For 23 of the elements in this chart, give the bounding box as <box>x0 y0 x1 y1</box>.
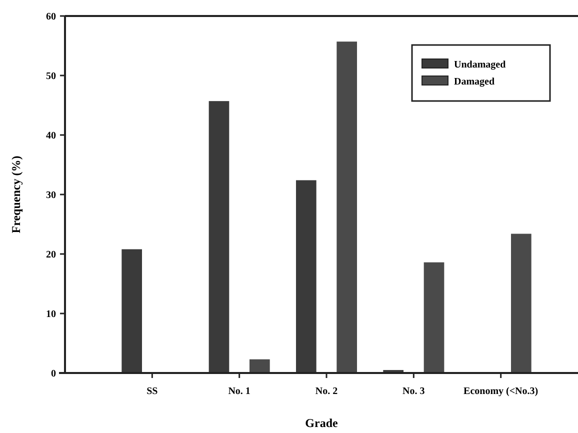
y-tick-label: 30 <box>46 190 56 201</box>
y-tick-label: 60 <box>46 12 56 22</box>
y-tick-label: 0 <box>51 368 56 380</box>
y-tick-label: 20 <box>46 250 56 260</box>
bar <box>424 262 444 373</box>
bar <box>296 180 316 373</box>
bar <box>208 101 230 373</box>
legend-label: Undamaged <box>454 60 506 70</box>
legend-label: Damaged <box>454 76 495 88</box>
x-tick-label: No. 3 <box>402 386 425 397</box>
y-tick-label: 40 <box>46 130 56 142</box>
x-axis-title: Grade <box>305 416 338 430</box>
bar <box>250 359 270 373</box>
y-tick-label: 50 <box>46 71 56 82</box>
x-tick-label: No. 2 <box>315 386 338 397</box>
y-tick-label: 10 <box>46 309 56 320</box>
x-tick-label: Economy (<No.3) <box>464 386 538 397</box>
bar <box>122 249 142 373</box>
y-axis-title: Frequency (%) <box>9 156 23 234</box>
bar <box>511 234 532 373</box>
bar <box>336 42 358 373</box>
x-tick-label: SS <box>146 386 158 397</box>
x-tick-label: No. 1 <box>228 386 250 397</box>
